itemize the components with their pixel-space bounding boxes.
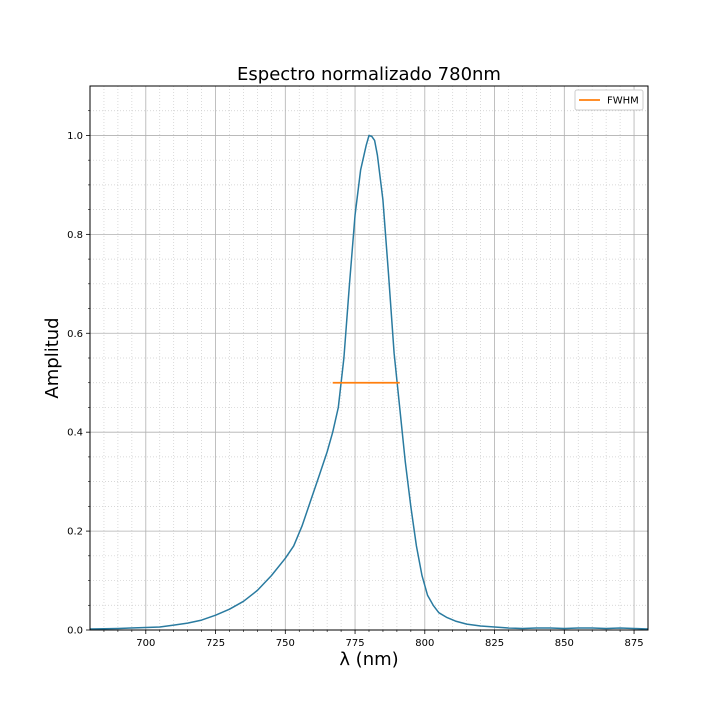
x-tick-label: 725 <box>206 638 225 649</box>
series-layer <box>89 134 649 630</box>
y-tick-label: 1.0 <box>67 131 83 142</box>
minor-grid <box>90 86 648 630</box>
y-tick-label: 0.4 <box>67 428 83 439</box>
spectrum-line <box>89 134 649 630</box>
x-tick-label: 825 <box>485 638 504 649</box>
x-tick-label: 700 <box>136 638 155 649</box>
x-tick-label: 875 <box>625 638 644 649</box>
legend: FWHM <box>574 89 644 111</box>
legend-label-fwhm: FWHM <box>607 96 639 107</box>
y-tick-label: 0.6 <box>67 329 83 340</box>
chart-title: Espectro normalizado 780nm <box>237 64 501 85</box>
x-tick-label: 800 <box>415 638 434 649</box>
x-tick-label: 750 <box>276 638 295 649</box>
y-tick-label: 0.8 <box>67 230 83 241</box>
y-tick-label: 0.2 <box>67 527 83 538</box>
axis-ticks: 700 725 750 775 800 825 850 875 0.0 0.2 0.4 0.6 0.8 1… <box>67 110 644 649</box>
x-tick-label: 775 <box>346 638 365 649</box>
x-tick-label: 850 <box>555 638 574 649</box>
legend-box <box>574 89 644 111</box>
x-axis-label: λ (nm) <box>339 649 398 670</box>
y-axis-label: Amplitud <box>42 317 63 398</box>
y-tick-label: 0.0 <box>67 626 83 637</box>
